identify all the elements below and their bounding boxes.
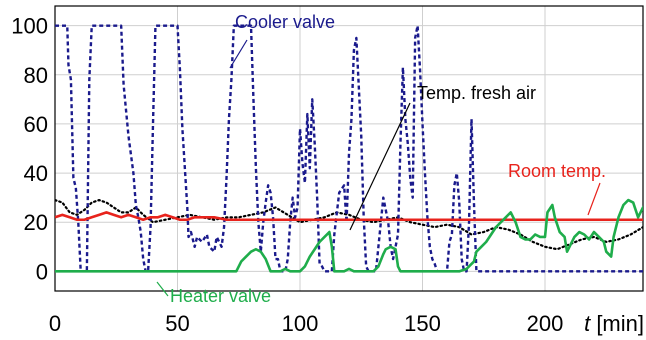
annotation-label-fresh: Temp. fresh air xyxy=(417,83,536,103)
series-group xyxy=(55,24,643,273)
x-tick-label-200: 200 xyxy=(527,311,564,336)
y-tick-label-20: 20 xyxy=(24,210,48,235)
series-line-room-temp xyxy=(55,211,643,222)
y-tick-label-60: 60 xyxy=(24,112,48,137)
series-line-heater-valve xyxy=(55,198,643,273)
annotation-leader-fresh xyxy=(349,102,411,231)
x-tick-label-100: 100 xyxy=(282,311,319,336)
tick-labels: 0 20 40 60 80 100 0 50 100 150 200 t [min] xyxy=(11,14,644,336)
x-axis-variable: t xyxy=(584,311,591,336)
y-tick-label-100: 100 xyxy=(11,14,48,39)
axes xyxy=(54,5,644,292)
series-line-cooler-valve xyxy=(55,24,643,273)
y-tick-label-0: 0 xyxy=(36,259,48,284)
annotation-label-cooler: Cooler valve xyxy=(235,12,335,32)
y-tick-label-80: 80 xyxy=(24,63,48,88)
annotation-leader-cooler xyxy=(229,39,248,69)
x-tick-label-50: 50 xyxy=(165,311,189,336)
x-axis-unit: [min] xyxy=(590,311,644,336)
annotations: Cooler valve Temp. fresh air Room temp. Hea… xyxy=(156,12,606,306)
x-tick-label-0: 0 xyxy=(49,311,61,336)
series-line-temp-fresh-air xyxy=(55,198,643,251)
y-tick-label-40: 40 xyxy=(24,161,48,186)
plot-frame xyxy=(54,5,644,292)
annotation-label-room: Room temp. xyxy=(508,161,606,181)
x-axis-label: t [min] xyxy=(584,311,644,336)
annotation-label-heater: Heater valve xyxy=(170,286,271,306)
annotation-leader-room xyxy=(587,182,601,216)
x-tick-label-150: 150 xyxy=(404,311,441,336)
annotation-leader-heater xyxy=(156,281,169,297)
